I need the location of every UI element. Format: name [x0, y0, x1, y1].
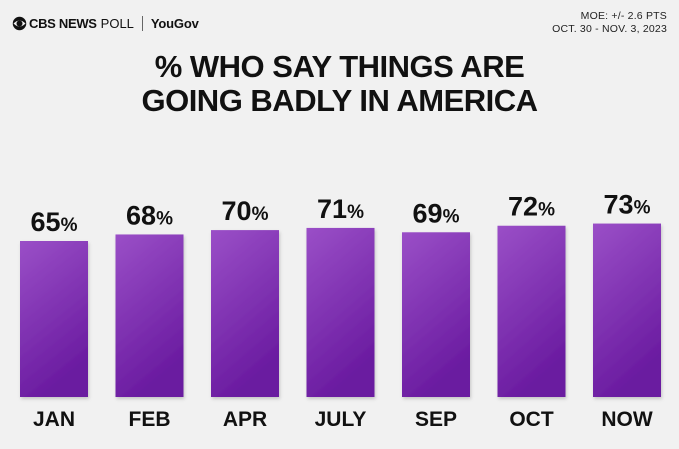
header: CBS NEWS POLL YouGov MOE: +/- 2.6 PTS OC… — [0, 0, 679, 50]
category-label-apr: APR — [223, 408, 267, 431]
category-label-now: NOW — [601, 408, 653, 431]
value-label-now: 73% — [604, 190, 651, 220]
brand-divider — [141, 16, 143, 31]
category-label-oct: OCT — [509, 408, 554, 431]
category-label-sep: SEP — [415, 408, 457, 431]
bar-july — [306, 227, 375, 397]
bar-feb — [115, 234, 184, 397]
bar-oct — [497, 225, 566, 397]
value-label-jan: 65% — [31, 207, 78, 237]
chart-title-line-1: % WHO SAY THINGS ARE — [154, 49, 525, 84]
brand-secondary: POLL — [100, 16, 134, 31]
value-label-apr: 70% — [222, 196, 269, 226]
chart-title-line-2: GOING BADLY IN AMERICA — [141, 83, 538, 118]
value-label-oct: 72% — [508, 192, 555, 222]
category-label-feb: FEB — [129, 408, 171, 431]
category-label-july: JULY — [315, 408, 367, 431]
poll-meta: MOE: +/- 2.6 PTS OCT. 30 - NOV. 3, 2023 — [552, 10, 667, 36]
bar-apr — [211, 230, 279, 397]
category-label-jan: JAN — [33, 408, 75, 431]
brand-primary: CBS NEWS — [29, 16, 97, 31]
brand-partner: YouGov — [150, 16, 199, 31]
value-label-july: 71% — [317, 194, 364, 224]
value-label-sep: 69% — [413, 198, 460, 228]
bar-jan — [20, 241, 88, 397]
margin-of-error: MOE: +/- 2.6 PTS — [580, 10, 667, 22]
value-label-feb: 68% — [126, 200, 173, 230]
brand-logo: CBS NEWS POLL YouGov — [12, 16, 199, 31]
poll-dates: OCT. 30 - NOV. 3, 2023 — [552, 23, 667, 35]
cbs-eye-icon — [12, 16, 27, 31]
bar-sep — [402, 232, 470, 397]
chart-title: % WHO SAY THINGS ARE GOING BADLY IN AMER… — [0, 50, 679, 118]
bar-now — [593, 223, 661, 397]
